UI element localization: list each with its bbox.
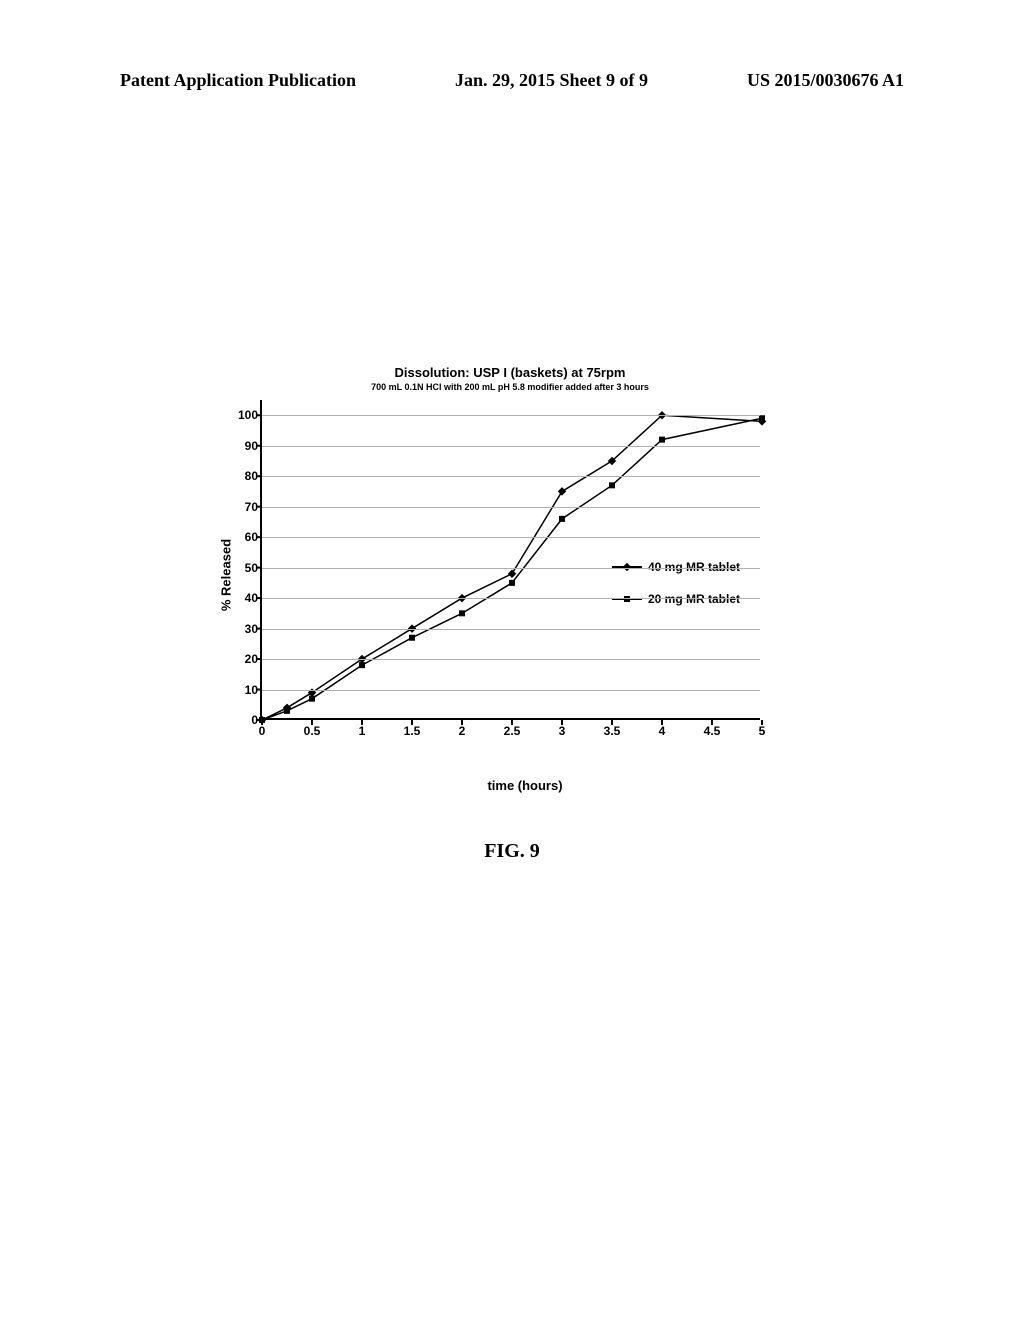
x-tick-label: 3	[559, 724, 566, 738]
y-axis-label: % Released	[219, 539, 234, 611]
y-tick-label: 0	[251, 713, 258, 727]
plot-area: 40 mg MR tablet 20 mg MR tablet 01020304…	[260, 400, 760, 720]
header-left: Patent Application Publication	[120, 70, 356, 91]
y-tick-label: 90	[245, 439, 258, 453]
x-axis-label: time (hours)	[260, 778, 790, 793]
y-tick-label: 60	[245, 530, 258, 544]
x-tick-label: 4	[659, 724, 666, 738]
figure-label: FIG. 9	[0, 840, 1024, 863]
y-tick-label: 30	[245, 622, 258, 636]
x-tick-label: 1.5	[404, 724, 421, 738]
x-tick-label: 2.5	[504, 724, 521, 738]
y-tick-label: 80	[245, 469, 258, 483]
y-tick-label: 40	[245, 591, 258, 605]
chart-subtitle: 700 mL 0.1N HCl with 200 mL pH 5.8 modif…	[230, 382, 790, 392]
x-tick-label: 1	[359, 724, 366, 738]
plot-wrap: % Released 40 mg MR tablet 20 mg MR tabl…	[230, 400, 790, 750]
x-tick-label: 0.5	[304, 724, 321, 738]
x-tick-label: 5	[759, 724, 766, 738]
y-tick-label: 10	[245, 683, 258, 697]
legend: 40 mg MR tablet 20 mg MR tablet	[612, 560, 740, 624]
y-tick-label: 20	[245, 652, 258, 666]
y-tick-label: 100	[238, 408, 258, 422]
x-tick-label: 4.5	[704, 724, 721, 738]
dissolution-chart: Dissolution: USP I (baskets) at 75rpm 70…	[230, 365, 790, 793]
plot-svg	[262, 400, 760, 718]
y-tick-label: 70	[245, 500, 258, 514]
header-center: Jan. 29, 2015 Sheet 9 of 9	[455, 70, 648, 91]
x-tick-label: 2	[459, 724, 466, 738]
x-tick-label: 0	[259, 724, 266, 738]
page-header: Patent Application Publication Jan. 29, …	[0, 70, 1024, 91]
chart-title: Dissolution: USP I (baskets) at 75rpm	[230, 365, 790, 380]
x-tick-label: 3.5	[604, 724, 621, 738]
header-right: US 2015/0030676 A1	[747, 70, 904, 91]
y-tick-label: 50	[245, 561, 258, 575]
